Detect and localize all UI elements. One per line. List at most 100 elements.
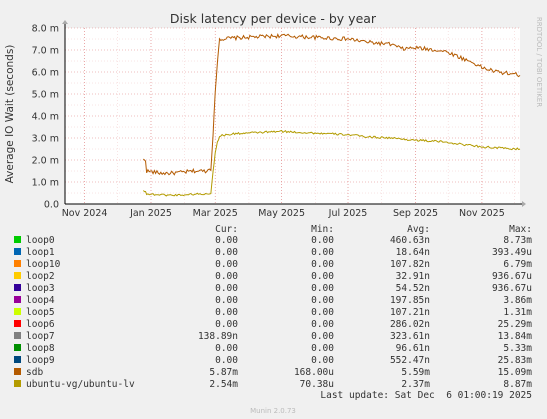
munin-version: Munin 2.0.73: [250, 407, 296, 415]
legend-value-max: 13.84m: [498, 331, 533, 342]
legend-series-name: loop3: [26, 283, 55, 294]
legend-value-min: 0.00: [311, 295, 334, 306]
legend-value-max: 8.87m: [503, 379, 532, 390]
x-tick-label: Mar 2025: [193, 208, 238, 219]
legend-swatch: [14, 248, 21, 255]
legend-value-cur: 0.00: [215, 355, 238, 366]
legend-value-avg: 107.82n: [390, 259, 430, 270]
series-line-sdb: [143, 33, 521, 176]
legend-series-name: loop9: [26, 355, 55, 366]
legend-value-max: 15.09m: [498, 367, 533, 378]
y-tick-label: 3.0 m: [32, 134, 59, 145]
legend-value-avg: 552.47n: [390, 355, 430, 366]
rrdtool-credit: RRDTOOL / TOBI OETIKER: [535, 17, 543, 107]
legend-value-max: 936.67u: [492, 283, 532, 294]
y-tick-label: 6.0 m: [32, 68, 59, 79]
legend-value-cur: 5.87m: [209, 367, 238, 378]
legend: Cur: Min: Avg: Max:loop0 0.00 0.00 460.63n 8.73…: [14, 224, 532, 390]
legend-value-cur: 0.00: [215, 343, 238, 354]
series-lines: [143, 33, 521, 197]
x-axis-arrow-icon: [522, 201, 526, 207]
legend-value-min: 0.00: [311, 343, 334, 354]
legend-value-avg: 18.64n: [396, 247, 430, 258]
legend-swatch: [14, 368, 21, 375]
legend-value-cur: 0.00: [215, 295, 238, 306]
legend-value-min: 0.00: [311, 259, 334, 270]
legend-value-max: 8.73m: [503, 235, 532, 246]
legend-value-avg: 197.85n: [390, 295, 430, 306]
legend-series-name: loop4: [26, 295, 55, 306]
legend-value-cur: 0.00: [215, 259, 238, 270]
y-axis-label: Average IO Wait (seconds): [4, 45, 16, 184]
legend-value-min: 0.00: [311, 307, 334, 318]
legend-value-cur: 138.89n: [198, 331, 238, 342]
grid: [65, 27, 520, 204]
legend-series-name: loop5: [26, 307, 55, 318]
legend-swatch: [14, 356, 21, 363]
legend-value-avg: 2.37m: [401, 379, 430, 390]
legend-header-max: Max:: [509, 224, 532, 235]
legend-value-cur: 2.54m: [209, 379, 238, 390]
legend-value-cur: 0.00: [215, 247, 238, 258]
y-tick-label: 4.0 m: [32, 112, 59, 123]
legend-value-max: 1.31m: [503, 307, 532, 318]
legend-value-cur: 0.00: [215, 319, 238, 330]
y-axis-arrow-icon: [62, 20, 68, 24]
chart-title: Disk latency per device - by year: [170, 11, 377, 26]
x-tick-label: Nov 2025: [459, 208, 505, 219]
y-tick-label: 1.0 m: [32, 178, 59, 189]
legend-swatch: [14, 296, 21, 303]
legend-value-avg: 32.91n: [396, 271, 430, 282]
legend-swatch: [14, 236, 21, 243]
legend-swatch: [14, 380, 21, 387]
legend-value-avg: 54.52n: [396, 283, 430, 294]
legend-value-min: 168.00u: [294, 367, 334, 378]
x-axis-ticks: Nov 2024 Jan 2025 Mar 2025 May 2025 Jul 2025…: [62, 208, 505, 219]
x-tick-label: Jan 2025: [129, 208, 172, 219]
legend-header-cur: Cur:: [215, 224, 238, 235]
legend-value-min: 0.00: [311, 355, 334, 366]
legend-series-name: loop0: [26, 235, 55, 246]
legend-value-cur: 0.00: [215, 271, 238, 282]
legend-value-min: 0.00: [311, 235, 334, 246]
legend-value-avg: 323.61n: [390, 331, 430, 342]
x-tick-label: Jul 2025: [328, 208, 368, 219]
x-tick-label: May 2025: [258, 208, 305, 219]
plot-area: [65, 28, 520, 204]
legend-swatch: [14, 320, 21, 327]
legend-value-min: 0.00: [311, 319, 334, 330]
legend-series-name: loop2: [26, 271, 55, 282]
legend-value-avg: 96.61n: [396, 343, 430, 354]
legend-value-avg: 286.02n: [390, 319, 430, 330]
y-tick-label: 0.0: [44, 200, 59, 211]
legend-series-name: loop1: [26, 247, 55, 258]
legend-value-min: 0.00: [311, 247, 334, 258]
legend-value-max: 936.67u: [492, 271, 532, 282]
legend-value-max: 5.33m: [503, 343, 532, 354]
legend-value-cur: 0.00: [215, 283, 238, 294]
legend-series-name: ubuntu-vg/ubuntu-lv: [26, 379, 135, 390]
legend-value-cur: 0.00: [215, 307, 238, 318]
legend-value-min: 0.00: [311, 271, 334, 282]
legend-swatch: [14, 284, 21, 291]
y-tick-label: 5.0 m: [32, 90, 59, 101]
legend-series-name: loop7: [26, 331, 55, 342]
legend-swatch: [14, 332, 21, 339]
legend-header-avg: Avg:: [407, 224, 430, 235]
legend-value-min: 0.00: [311, 331, 334, 342]
legend-series-name: loop10: [26, 259, 61, 270]
legend-value-max: 25.83m: [498, 355, 533, 366]
x-tick-label: Sep 2025: [393, 208, 438, 219]
last-update: Last update: Sat Dec 6 01:00:19 2025: [320, 390, 532, 401]
legend-value-max: 393.49u: [492, 247, 532, 258]
y-tick-label: 7.0 m: [32, 46, 59, 57]
legend-value-max: 3.86m: [503, 295, 532, 306]
legend-value-avg: 460.63n: [390, 235, 430, 246]
legend-header-min: Min:: [311, 224, 334, 235]
legend-value-cur: 0.00: [215, 235, 238, 246]
legend-swatch: [14, 344, 21, 351]
legend-series-name: sdb: [26, 367, 43, 378]
legend-swatch: [14, 260, 21, 267]
y-tick-label: 8.0 m: [32, 24, 59, 35]
